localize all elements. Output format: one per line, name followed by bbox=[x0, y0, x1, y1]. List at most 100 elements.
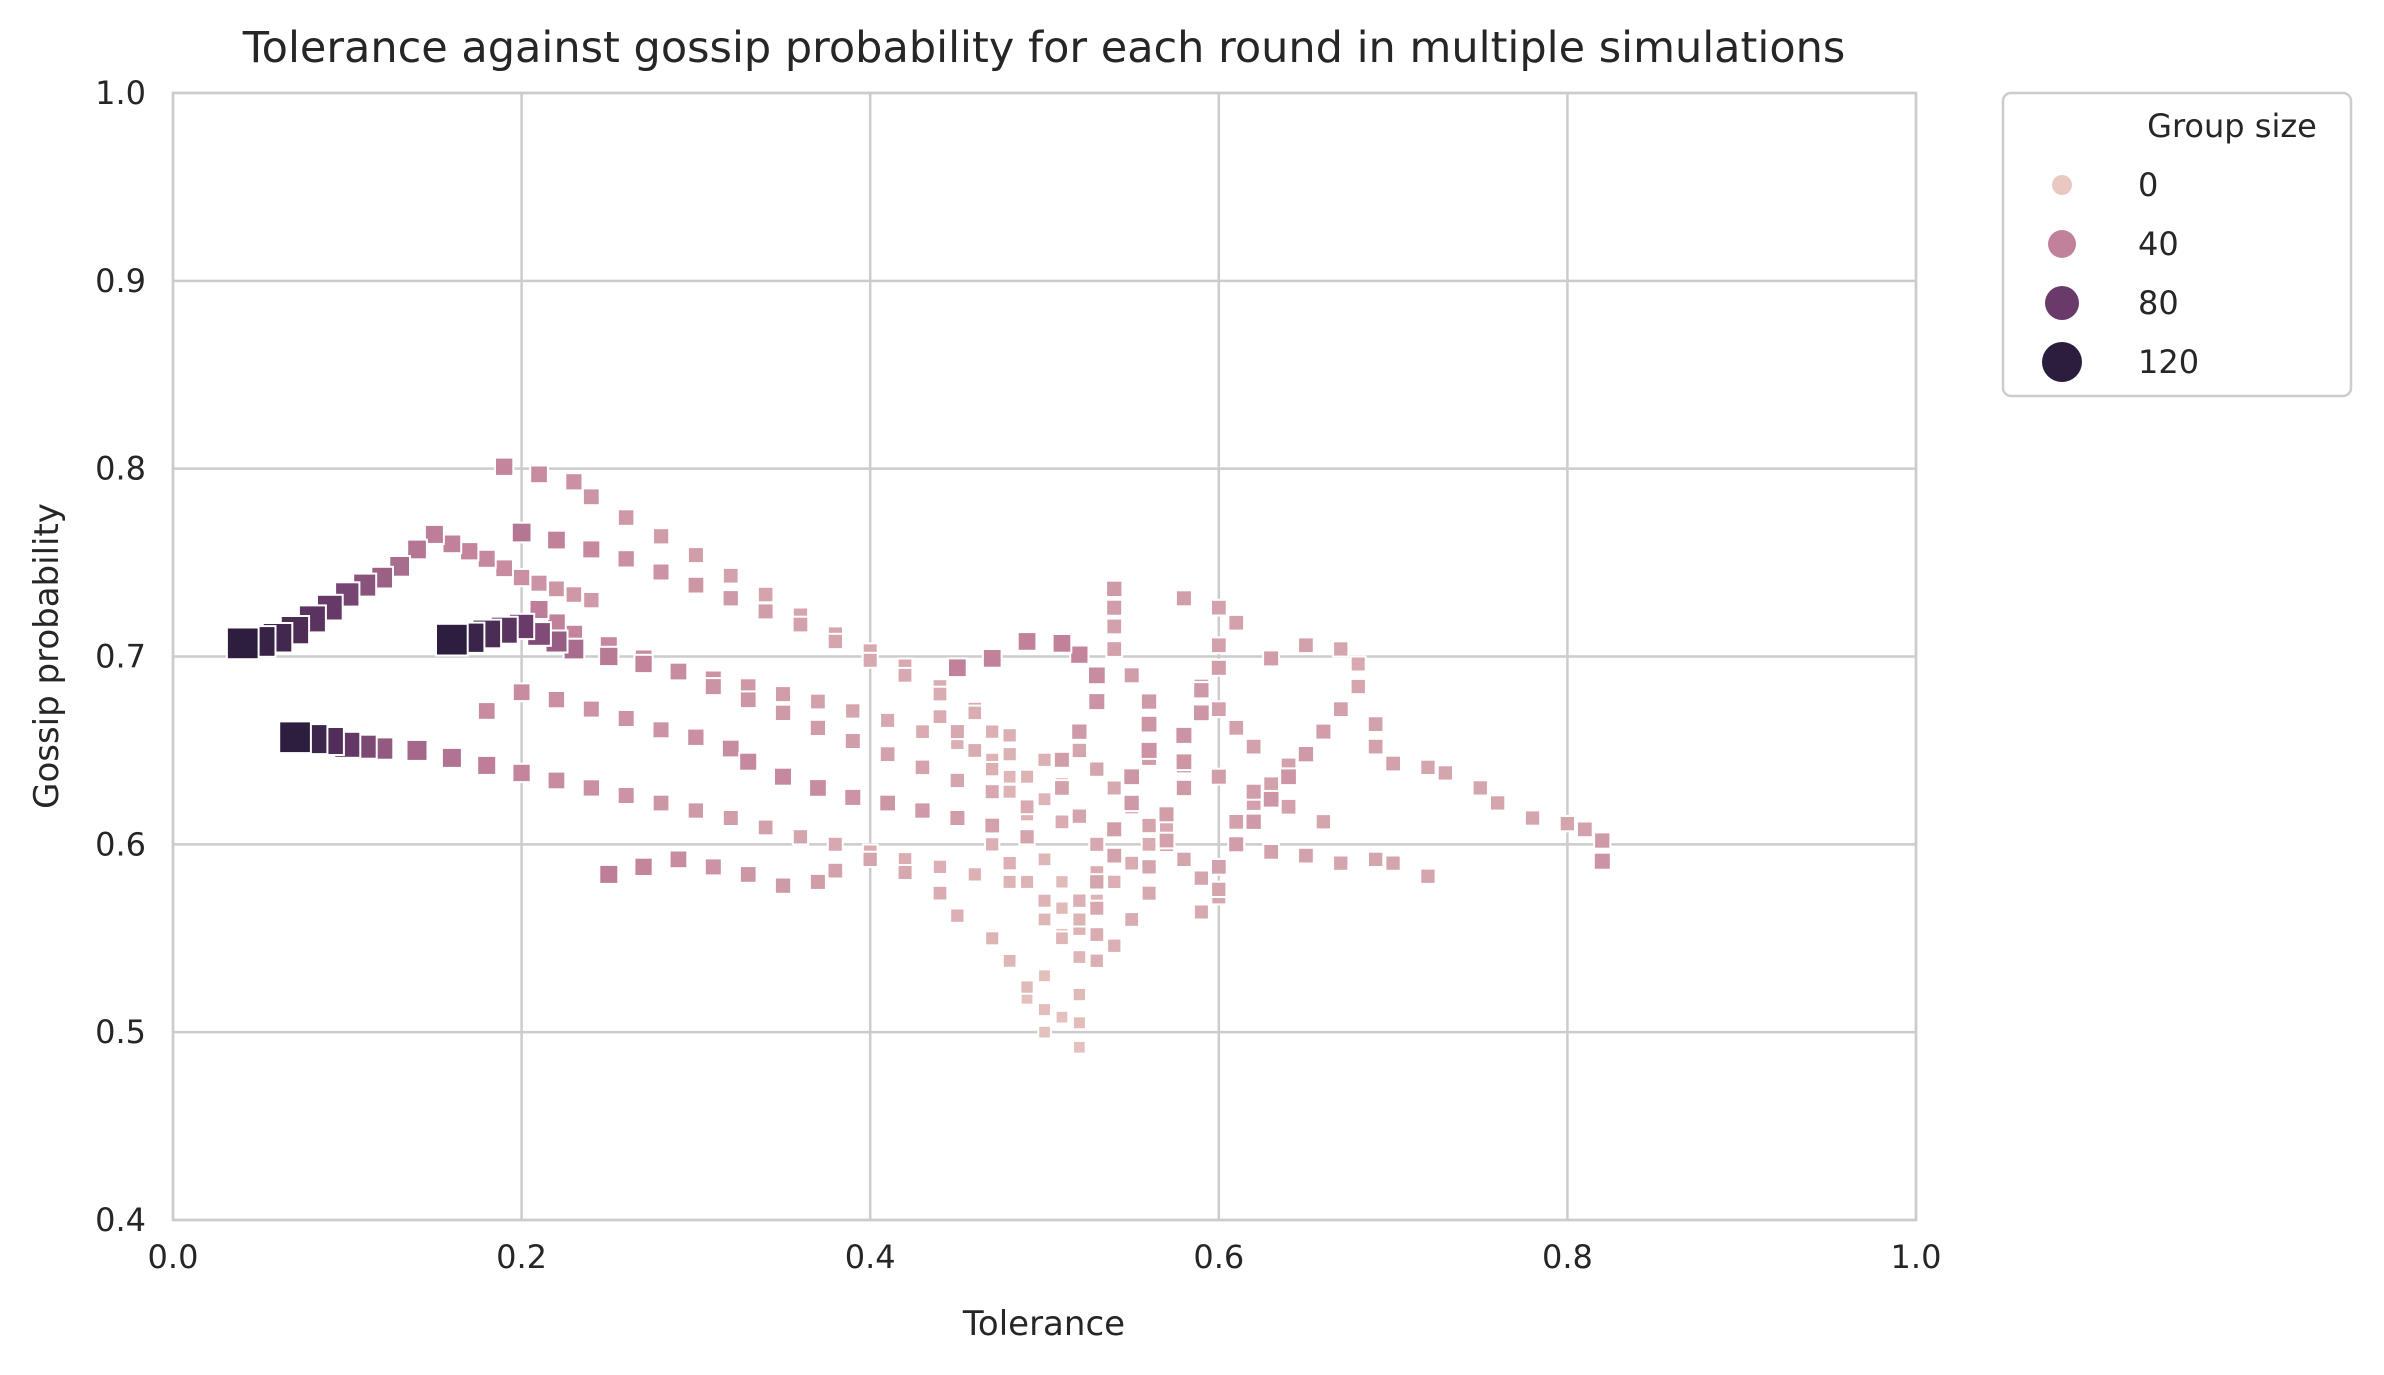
data-point bbox=[1209, 767, 1228, 786]
data-point bbox=[616, 786, 636, 805]
data-point bbox=[1349, 655, 1367, 673]
data-point bbox=[984, 723, 1001, 740]
x-tick-label: 1.0 bbox=[1891, 1238, 1942, 1276]
legend-marker bbox=[2048, 230, 2076, 258]
data-point bbox=[1053, 813, 1071, 831]
data-point bbox=[1174, 725, 1194, 745]
data-point bbox=[476, 754, 498, 776]
data-point bbox=[511, 762, 532, 784]
data-point bbox=[1297, 636, 1315, 655]
data-point bbox=[808, 872, 827, 891]
data-point bbox=[826, 861, 845, 880]
data-point bbox=[981, 648, 1003, 669]
data-point bbox=[686, 546, 705, 565]
data-point bbox=[1105, 579, 1124, 599]
data-point bbox=[1210, 636, 1228, 655]
data-point bbox=[633, 653, 654, 675]
data-point bbox=[949, 907, 966, 924]
data-point bbox=[1016, 631, 1038, 652]
data-point bbox=[1436, 764, 1454, 782]
data-point bbox=[791, 615, 810, 634]
data-point bbox=[948, 771, 967, 790]
data-point bbox=[1036, 911, 1053, 928]
data-point bbox=[1192, 681, 1211, 700]
data-point bbox=[1576, 820, 1594, 839]
data-point bbox=[721, 566, 740, 585]
data-point bbox=[1262, 649, 1281, 668]
data-point bbox=[1384, 754, 1403, 773]
data-point bbox=[1227, 813, 1246, 831]
data-point bbox=[651, 562, 671, 582]
data-point bbox=[878, 745, 897, 763]
y-tick-label: 1.0 bbox=[95, 74, 146, 112]
data-point bbox=[494, 558, 514, 579]
y-axis-label: Gossip probability bbox=[27, 503, 67, 809]
data-point bbox=[1105, 779, 1123, 797]
data-point bbox=[1105, 640, 1124, 658]
data-point bbox=[1071, 986, 1087, 1003]
data-point bbox=[931, 708, 949, 725]
data-point bbox=[441, 533, 463, 555]
data-point bbox=[861, 850, 879, 869]
data-point bbox=[668, 661, 689, 682]
x-tick-label: 0.2 bbox=[496, 1238, 547, 1276]
data-point bbox=[1054, 1009, 1070, 1025]
data-point bbox=[1367, 850, 1385, 869]
data-point bbox=[1192, 703, 1211, 723]
data-point bbox=[1053, 779, 1071, 797]
data-point bbox=[1296, 745, 1316, 764]
data-point bbox=[1244, 737, 1263, 756]
data-point bbox=[791, 828, 810, 846]
data-points bbox=[225, 456, 1612, 1055]
data-point bbox=[984, 761, 1001, 778]
data-point bbox=[1314, 813, 1332, 831]
data-point bbox=[1106, 937, 1123, 954]
data-point bbox=[686, 727, 706, 747]
data-point bbox=[1122, 767, 1142, 787]
data-point bbox=[564, 585, 584, 604]
data-point bbox=[1019, 768, 1036, 785]
data-point bbox=[1036, 791, 1053, 808]
y-tick-label: 0.4 bbox=[95, 1201, 146, 1239]
data-point bbox=[1332, 640, 1350, 658]
data-point bbox=[948, 809, 967, 827]
data-point bbox=[1088, 873, 1106, 891]
data-point bbox=[931, 884, 949, 902]
data-point bbox=[1192, 903, 1210, 921]
data-point bbox=[966, 742, 984, 759]
data-point bbox=[423, 523, 445, 545]
data-point bbox=[1071, 1015, 1087, 1031]
data-point bbox=[1052, 750, 1071, 769]
data-point bbox=[878, 793, 897, 813]
data-point bbox=[1054, 874, 1070, 890]
data-point bbox=[652, 527, 671, 546]
data-point bbox=[651, 720, 671, 740]
data-point bbox=[581, 487, 601, 507]
data-point bbox=[1088, 835, 1106, 853]
legend-marker bbox=[2052, 175, 2072, 195]
data-point bbox=[1071, 892, 1088, 909]
data-point bbox=[773, 703, 793, 723]
data-point bbox=[616, 508, 636, 527]
data-point bbox=[1018, 828, 1036, 846]
data-point bbox=[1140, 836, 1158, 853]
data-point bbox=[1054, 930, 1070, 947]
y-tick-label: 0.7 bbox=[95, 638, 146, 676]
data-point bbox=[947, 657, 968, 679]
data-point bbox=[1332, 854, 1350, 872]
data-point bbox=[1036, 751, 1053, 768]
data-point bbox=[546, 770, 567, 791]
legend-label: 80 bbox=[2138, 284, 2179, 322]
data-point bbox=[756, 585, 775, 604]
data-point bbox=[686, 575, 706, 595]
data-point bbox=[1244, 812, 1263, 831]
data-point bbox=[1069, 644, 1090, 665]
data-point bbox=[1037, 1002, 1052, 1018]
data-point bbox=[1087, 665, 1107, 686]
data-point bbox=[931, 685, 949, 703]
legend-frame bbox=[2001, 91, 2353, 398]
data-point bbox=[721, 809, 740, 827]
data-point bbox=[686, 801, 706, 820]
data-point bbox=[1106, 873, 1123, 891]
data-point bbox=[984, 930, 1001, 947]
